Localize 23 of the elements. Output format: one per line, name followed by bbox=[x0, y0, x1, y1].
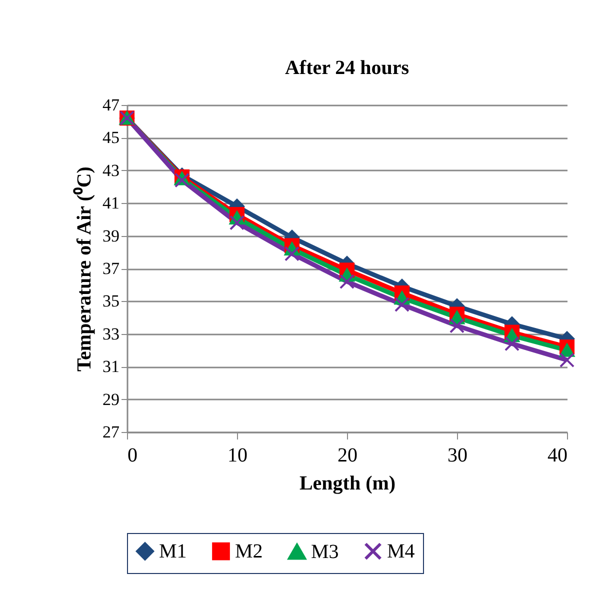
chart-title: After 24 hours bbox=[284, 57, 410, 79]
y-tick-label: 27 bbox=[102, 422, 120, 442]
x-tick-label: 0 bbox=[128, 444, 138, 466]
y-tick-label: 33 bbox=[102, 324, 120, 344]
y-tick-label: 35 bbox=[102, 292, 120, 311]
x-axis-title: Length (m) bbox=[299, 472, 396, 494]
y-tick-label: 31 bbox=[102, 357, 120, 376]
y-axis-title: Temperature of Air (⁰C) bbox=[72, 166, 96, 372]
x-tick-label: 10 bbox=[228, 444, 248, 466]
y-tick-label: 29 bbox=[102, 390, 120, 409]
y-tick-label: 37 bbox=[102, 259, 120, 278]
x-tick-label: 40 bbox=[548, 444, 568, 466]
y-tick-label: 47 bbox=[102, 96, 120, 114]
x-tick-label: 20 bbox=[338, 444, 358, 466]
legend-label: M3 bbox=[311, 540, 339, 563]
legend-label: M1 bbox=[159, 540, 187, 562]
x-tick-label: 30 bbox=[448, 444, 468, 466]
y-tick-label: 39 bbox=[102, 226, 120, 246]
legend-label: M4 bbox=[387, 540, 415, 562]
legend-label: M2 bbox=[235, 540, 263, 562]
y-tick-label: 45 bbox=[102, 128, 120, 148]
y-tick-label: 41 bbox=[102, 194, 120, 213]
y-tick-label: 43 bbox=[102, 160, 120, 180]
